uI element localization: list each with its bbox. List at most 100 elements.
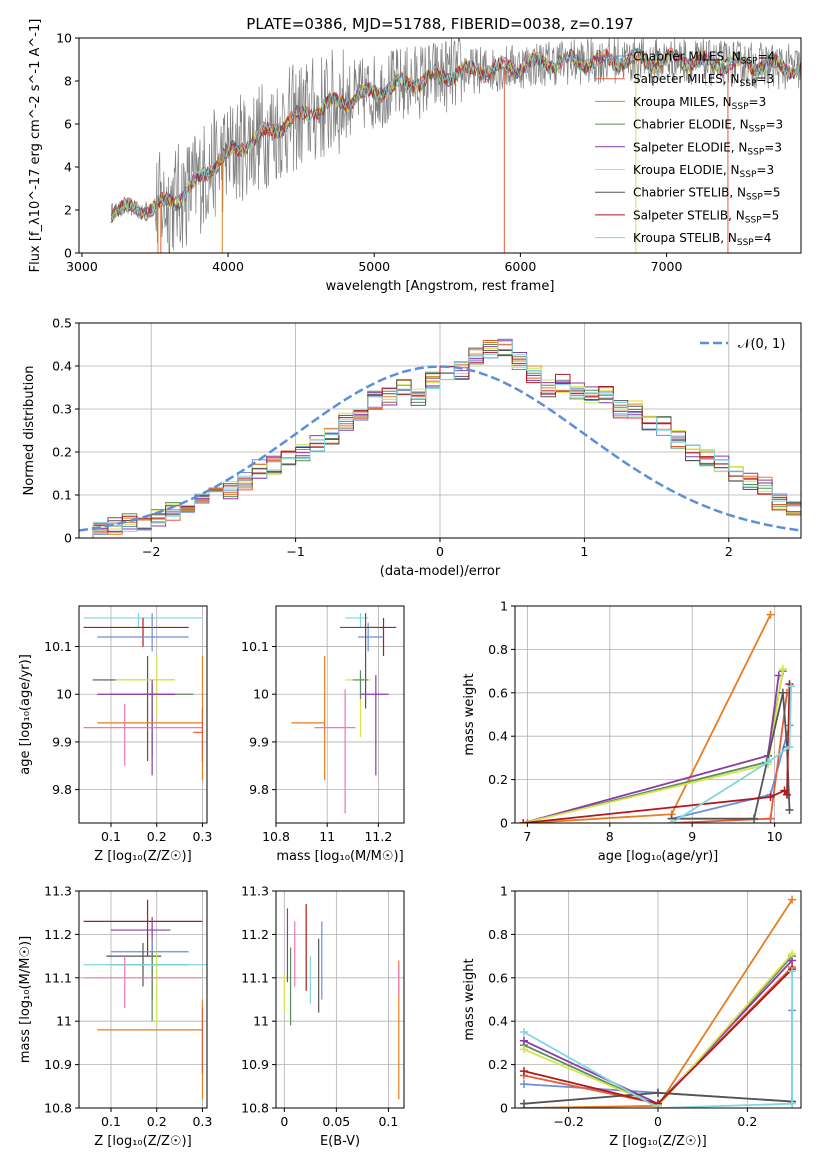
x-tick-label: 0.05: [322, 1114, 350, 1129]
x-tick-label: 0.1: [101, 829, 121, 844]
series-marker: [785, 805, 794, 814]
y-tick-label: 9.9: [52, 734, 72, 749]
x-tick-label: 0: [654, 1114, 662, 1129]
legend-entry: Kroupa ELODIE, NSSP=3: [633, 163, 774, 180]
x-tick-label: 4000: [212, 259, 244, 274]
y-tick-label: 11: [56, 1014, 72, 1029]
series-marker: [519, 1045, 528, 1054]
normal-curve: [79, 365, 801, 532]
y-axis-label: Normed distribution: [22, 366, 37, 496]
y-tick-label: 11: [253, 1014, 269, 1029]
series-line: [523, 684, 791, 823]
axes: 7 8 9 10 0 0.2 0.4 0.6 0.8 1 age [log₁₀(age/yr)] ma…: [462, 599, 802, 864]
plot-area: [283, 904, 400, 1100]
x-axis-label: age [log₁₀(age/yr)]: [598, 849, 719, 864]
x-tick-label: 7: [523, 829, 531, 844]
legend-nssp: =4: [758, 50, 776, 64]
x-axis-label: (data-model)/error: [380, 564, 501, 579]
legend-nssp: =5: [763, 186, 781, 200]
series-marker: [654, 1104, 662, 1108]
x-tick-label: 11: [319, 829, 335, 844]
y-tick-label: 0.5: [52, 316, 72, 331]
y-tick-label: 0.8: [488, 927, 508, 942]
x-tick-label: −0.2: [553, 1114, 583, 1129]
x-tick-label: 10: [767, 829, 783, 844]
y-tick-label: 0.2: [488, 772, 508, 787]
y-tick-label: 0.6: [488, 685, 508, 700]
series-marker: [519, 819, 528, 823]
y-tick-label: 0.3: [52, 402, 72, 417]
x-tick-label: −1: [286, 544, 304, 559]
y-tick-label: 0.4: [488, 729, 508, 744]
plot-area: [519, 895, 797, 1108]
x-axis-label: wavelength [Angstrom, rest frame]: [326, 279, 555, 294]
plot-area: [519, 610, 796, 823]
age-vs-z-panel: 0.1 0.2 0.3 9.8 9.9 10 10.1 Z [log₁₀(Z/Z☉)] age …: [18, 605, 212, 864]
legend-subscript: SSP: [740, 79, 757, 89]
x-axis-label: Z [log₁₀(Z/Z☉)]: [94, 1134, 191, 1149]
series-line: [523, 971, 793, 1108]
y-tick-label: 0: [64, 531, 72, 546]
series-marker: [788, 949, 797, 958]
series-line: [671, 686, 792, 823]
legend-nssp: =3: [749, 95, 767, 109]
y-axis-label: age [log₁₀(age/yr)]: [18, 654, 33, 775]
y-tick-label: 10.9: [44, 1057, 72, 1072]
legend-subscript: SSP: [740, 170, 757, 180]
massweight-vs-age-panel: 7 8 9 10 0 0.2 0.4 0.6 0.8 1 age [log₁₀(age/yr)] ma…: [462, 599, 802, 864]
grid: [515, 890, 801, 1109]
legend-nssp: =3: [756, 163, 774, 177]
x-tick-label: 5000: [358, 259, 390, 274]
y-tick-label: 6: [64, 117, 72, 132]
legend-nssp: =3: [764, 140, 782, 154]
series-marker: [787, 682, 796, 691]
y-tick-label: 9.8: [249, 782, 269, 797]
y-tick-label: 9.8: [52, 782, 72, 797]
grid: [275, 606, 404, 823]
legend-model: Salpeter MILES, N: [633, 72, 740, 86]
mass-vs-ebv-panel: 0 0.05 0.1 10.8 10.9 11 11.1 11.2 11.3 E(B-V): [241, 884, 405, 1149]
massweight-vs-z-panel: −0.2 0 0.2 0 0.2 0.4 0.6 0.8 1 Z [log₁₀(Z/Z☉)] mas…: [462, 884, 802, 1149]
y-tick-label: 11.3: [44, 884, 72, 899]
legend-entry: Salpeter STELIB, NSSP=5: [633, 208, 779, 225]
legend-model: Chabrier STELIB, N: [633, 186, 746, 200]
legend-subscript: SSP: [737, 238, 754, 248]
y-tick-label: 0.2: [52, 445, 72, 460]
legend-entry: 𝒩(0, 1): [738, 337, 785, 352]
plot-area: [110, 38, 801, 253]
legend-entry: Salpeter MILES, NSSP=3: [633, 72, 774, 89]
x-tick-label: 0.1: [378, 1114, 398, 1129]
y-tick-label: 10: [56, 31, 72, 46]
x-tick-label: 0.1: [101, 1114, 121, 1129]
legend-entry: Chabrier STELIB, NSSP=5: [633, 186, 781, 203]
y-tick-label: 11.3: [241, 884, 269, 899]
x-tick-label: 0: [436, 544, 444, 559]
legend-model: Chabrier MILES, N: [633, 50, 741, 64]
series-marker: [788, 1099, 797, 1108]
spectrum-panel: 3000 4000 5000 6000 7000 0 2 4 6 8 10 wavelength [A…: [28, 19, 802, 294]
x-tick-label: 10.8: [262, 829, 290, 844]
series-marker: [780, 786, 789, 795]
y-tick-label: 2: [64, 203, 72, 218]
figure-title: PLATE=0386, MJD=51788, FIBERID=0038, z=0…: [246, 15, 633, 33]
series-marker: [667, 819, 676, 823]
grid: [79, 890, 207, 1109]
y-tick-label: 10.1: [241, 639, 269, 654]
x-tick-label: 9: [688, 829, 696, 844]
residuals-panel: −2 −1 0 1 2 0 0.1 0.2 0.3 0.4 0.5 (data-model)/erro…: [22, 316, 802, 579]
x-tick-label: −2: [142, 544, 160, 559]
axes: 0 0.05 0.1 10.8 10.9 11 11.1 11.2 11.3 E(B-V): [241, 884, 405, 1149]
y-axis-label: Flux [f_λ10^-17 erg cm^-2 s^-1 A^-1]: [28, 19, 43, 273]
plot-area: [291, 613, 397, 814]
axes-frame: [514, 605, 802, 824]
x-axis-label: E(B-V): [320, 1134, 360, 1149]
series-marker: [788, 967, 797, 976]
legend-nssp: =3: [765, 118, 783, 132]
y-tick-label: 10.9: [241, 1057, 269, 1072]
legend-model: Salpeter STELIB, N: [633, 208, 745, 222]
series-marker: [654, 1088, 662, 1097]
y-tick-label: 0: [500, 816, 508, 831]
legend-entry: Kroupa STELIB, NSSP=4: [633, 231, 771, 248]
